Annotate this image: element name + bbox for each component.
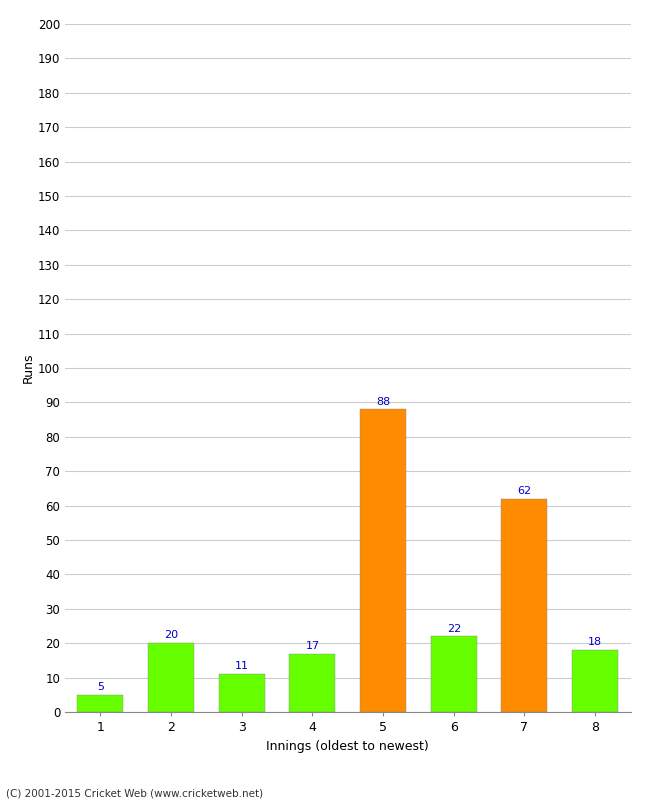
Bar [360, 410, 406, 712]
Bar [431, 636, 476, 712]
Bar [148, 643, 194, 712]
Text: 88: 88 [376, 397, 390, 406]
Text: 11: 11 [235, 662, 249, 671]
X-axis label: Innings (oldest to newest): Innings (oldest to newest) [266, 739, 429, 753]
Text: 22: 22 [447, 623, 461, 634]
Bar [572, 650, 618, 712]
Text: 17: 17 [306, 641, 319, 650]
Text: 62: 62 [517, 486, 532, 496]
Y-axis label: Runs: Runs [22, 353, 35, 383]
Text: 18: 18 [588, 638, 602, 647]
Bar [77, 694, 124, 712]
Text: 5: 5 [97, 682, 104, 692]
Text: 20: 20 [164, 630, 178, 641]
Bar [219, 674, 265, 712]
Bar [502, 498, 547, 712]
Bar [289, 654, 335, 712]
Text: (C) 2001-2015 Cricket Web (www.cricketweb.net): (C) 2001-2015 Cricket Web (www.cricketwe… [6, 789, 264, 798]
